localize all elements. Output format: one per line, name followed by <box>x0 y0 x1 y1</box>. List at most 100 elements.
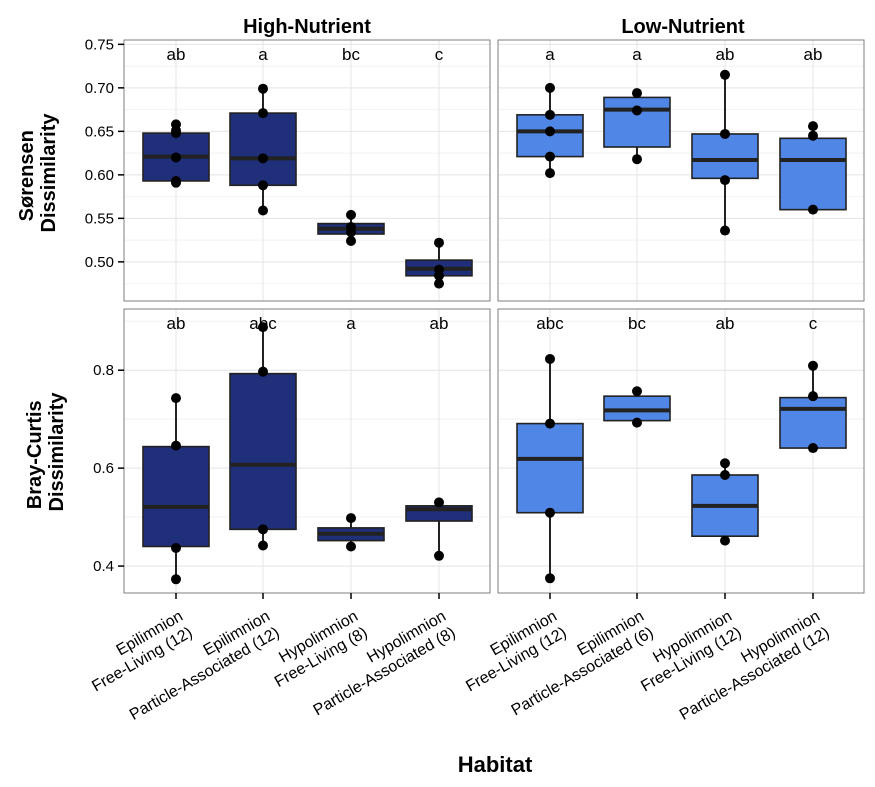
data-point <box>720 175 730 186</box>
data-point <box>434 264 444 275</box>
data-point <box>258 153 268 164</box>
data-point <box>720 469 730 480</box>
significance-letter: ab <box>716 45 735 64</box>
data-point <box>171 574 181 585</box>
data-point <box>258 540 268 551</box>
box-1: abc <box>229 314 297 551</box>
data-point <box>632 386 642 397</box>
y-axis-title-bray-curtis: Bray-Curtis Dissimilarity <box>24 392 68 512</box>
y-axis-title-sorensen: Sørensen Dissimilarity <box>16 113 60 233</box>
box-3: c <box>405 45 473 289</box>
data-point <box>545 507 555 518</box>
data-point <box>346 541 356 552</box>
panel-border <box>497 39 865 302</box>
significance-letter: a <box>545 45 555 64</box>
column-title-low-nutrient: Low-Nutrient <box>621 16 745 38</box>
box-3: ab <box>405 314 473 561</box>
data-point <box>346 513 356 524</box>
significance-letter: bc <box>342 45 360 64</box>
data-point <box>171 393 181 404</box>
data-point <box>808 391 818 402</box>
y-axis-title-sorensen-line2: Dissimilarity <box>38 113 60 233</box>
significance-letter: ab <box>716 314 735 333</box>
significance-letter: c <box>435 45 444 64</box>
data-point <box>346 235 356 246</box>
data-point <box>632 88 642 99</box>
significance-letter: abc <box>536 314 564 333</box>
box-iqr <box>603 96 671 148</box>
box-3: ab <box>779 45 847 215</box>
data-point <box>545 353 555 364</box>
data-point <box>545 573 555 584</box>
box-iqr <box>779 137 847 211</box>
y-tick-label: 0.4 <box>93 558 114 575</box>
data-point <box>258 205 268 216</box>
data-point <box>808 360 818 371</box>
panel-border <box>497 308 865 594</box>
data-point <box>346 209 356 220</box>
data-point <box>171 175 181 186</box>
y-tick-label: 0.70 <box>85 80 114 97</box>
box-1: bc <box>603 314 671 428</box>
box-3: c <box>779 314 847 454</box>
significance-letter: abc <box>249 314 277 333</box>
y-tick-label: 0.6 <box>93 460 114 477</box>
panel-border <box>123 308 491 594</box>
y-tick-label: 0.50 <box>85 254 114 271</box>
data-point <box>258 180 268 191</box>
panel-0: ab a bc c 0.50 0.55 0.60 0.65 0.70 0.75 <box>85 36 491 302</box>
data-point <box>545 126 555 137</box>
data-point <box>632 154 642 165</box>
y-axis-title-sorensen-line1: Sørensen <box>16 130 38 221</box>
box-2: ab <box>691 45 759 236</box>
data-point <box>720 225 730 236</box>
box-0: ab <box>142 45 210 188</box>
data-point <box>545 109 555 120</box>
significance-letter: ab <box>167 45 186 64</box>
box-iqr <box>516 422 584 514</box>
y-axis-title-bray-curtis-line1: Bray-Curtis <box>24 400 46 509</box>
box-2: bc <box>317 45 385 246</box>
data-point <box>808 204 818 215</box>
box-0: a <box>516 45 584 179</box>
data-point <box>545 82 555 93</box>
data-point <box>545 151 555 162</box>
significance-letter: c <box>809 314 818 333</box>
significance-letter: a <box>632 45 642 64</box>
data-point <box>808 121 818 132</box>
data-point <box>258 83 268 94</box>
data-point <box>171 440 181 451</box>
y-tick-label: 0.55 <box>85 210 114 227</box>
data-point <box>434 550 444 561</box>
box-0: ab <box>142 314 210 585</box>
box-iqr <box>229 112 297 187</box>
y-axis-title-bray-curtis-line2: Dissimilarity <box>46 392 68 512</box>
data-point <box>808 130 818 141</box>
y-tick-label: 0.60 <box>85 167 114 184</box>
data-point <box>632 105 642 116</box>
significance-letter: a <box>258 45 268 64</box>
box-0: abc <box>516 314 584 584</box>
data-point <box>258 366 268 377</box>
significance-letter: ab <box>167 314 186 333</box>
data-point <box>258 322 268 333</box>
y-tick-label: 0.75 <box>85 36 114 53</box>
panel-1: a a ab ab <box>497 39 865 302</box>
data-point <box>720 128 730 139</box>
data-point <box>720 535 730 546</box>
box-iqr <box>779 396 847 449</box>
significance-letter: a <box>346 314 356 333</box>
data-point <box>720 458 730 469</box>
data-point <box>346 222 356 233</box>
box-iqr <box>229 372 297 531</box>
significance-letter: ab <box>804 45 823 64</box>
box-1: a <box>603 45 671 165</box>
data-point <box>632 417 642 428</box>
box-2: a <box>317 314 385 552</box>
data-point <box>258 108 268 119</box>
data-point <box>171 542 181 553</box>
